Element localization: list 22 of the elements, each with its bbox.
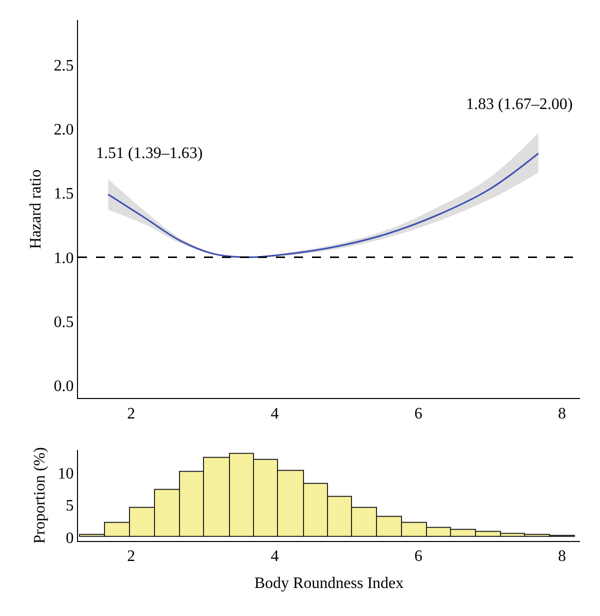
x-tick-label: 4 [270,548,279,566]
y-tick-label: 0.0 [54,378,74,396]
y-tick-label: 2.5 [54,57,74,74]
y-tick-label: 1.5 [54,186,74,203]
x-tick-label: 8 [558,548,566,566]
y-tick-label: 10 [58,466,74,483]
y-tick-label: 0.5 [54,314,74,331]
x-tick-label: 2 [127,548,136,566]
annotation: 1.83 (1.67–2.00) [466,96,573,113]
y-axis-title: Hazard ratio [28,169,45,249]
y-tick-label: 5 [66,498,74,515]
x-tick-label: 6 [414,405,422,422]
y-tick-label: 2.0 [54,122,74,139]
y-axis-title: Proportion (%) [32,447,49,544]
x-tick-label: 2 [127,405,136,422]
y-tick-label: 0 [66,530,74,547]
x-axis-title: Body Roundness Index [254,574,404,592]
x-tick-label: 6 [414,548,422,566]
annotation: 1.51 (1.39–1.63) [96,145,203,162]
x-tick-label: 4 [270,405,279,422]
y-tick-label: 1.0 [54,250,74,267]
x-tick-label: 8 [558,405,566,422]
